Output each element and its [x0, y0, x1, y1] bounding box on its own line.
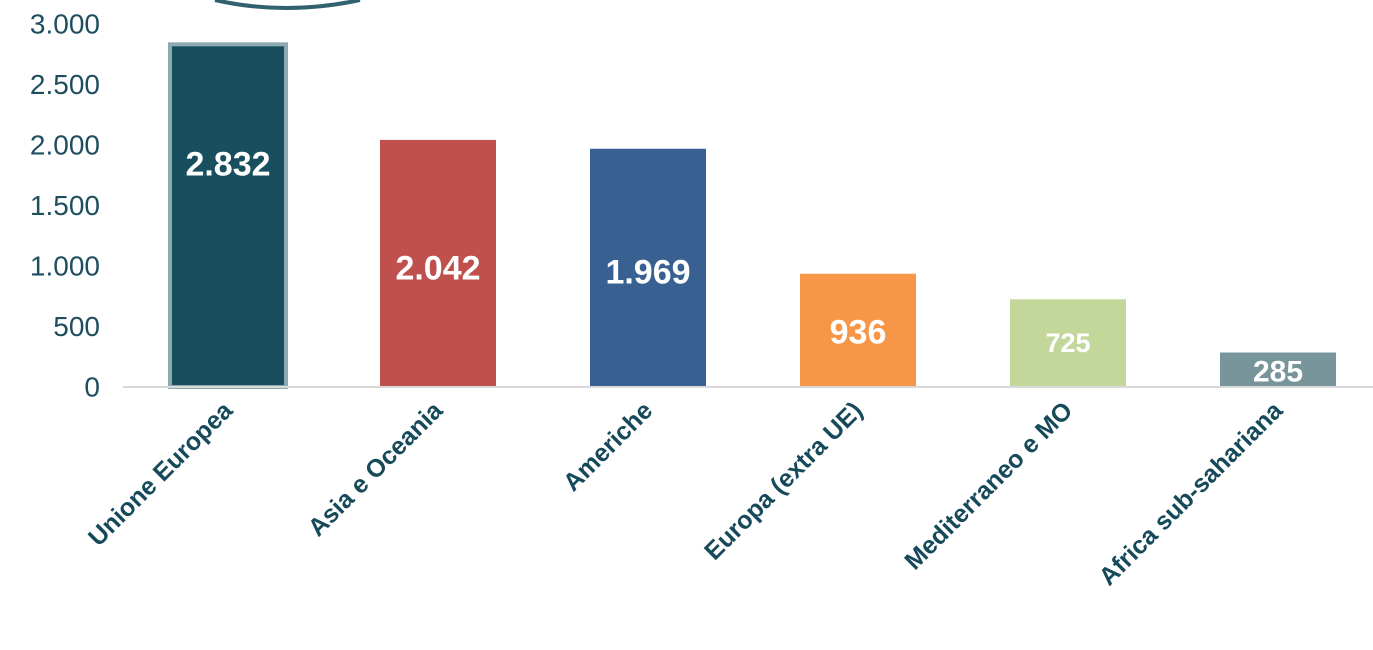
data-labels: 2.832 2.042 1.969 936 725 285: [185, 145, 1303, 388]
category-label: Mediterraneo e MO: [899, 396, 1078, 575]
y-tick-label: 2.500: [30, 69, 100, 100]
bars: [168, 42, 1336, 389]
category-label: Europa (extra UE): [699, 396, 868, 565]
data-label: 285: [1253, 355, 1303, 388]
bar: [1220, 352, 1336, 387]
category-label: Asia e Oceania: [303, 396, 449, 542]
y-tick-label: 0: [84, 372, 100, 403]
bar: [590, 148, 706, 387]
y-tick-label: 1.500: [30, 190, 100, 221]
data-label: 2.832: [185, 145, 270, 183]
data-label: 725: [1045, 328, 1090, 358]
y-tick-label: 500: [53, 311, 100, 342]
y-axis: 0 500 1.000 1.500 2.000 2.500 3.000: [30, 9, 100, 403]
data-label: 2.042: [395, 249, 480, 287]
y-tick-label: 1.000: [30, 251, 100, 282]
data-label: 1.969: [605, 254, 690, 292]
category-label: Americhe: [558, 396, 658, 496]
data-label: 936: [830, 314, 887, 352]
y-tick-label: 3.000: [30, 9, 100, 40]
bar: [380, 139, 496, 387]
bar: [1010, 299, 1126, 387]
x-axis: Unione Europea Asia e Oceania Americhe Euro…: [83, 396, 1289, 591]
callout-ellipse-ring: [214, 0, 361, 10]
y-tick-label: 2.000: [30, 130, 100, 161]
category-label: Africa sub-sahariana: [1094, 396, 1289, 591]
bar: [800, 273, 916, 387]
bar: [168, 42, 288, 389]
category-label: Unione Europea: [83, 396, 239, 552]
